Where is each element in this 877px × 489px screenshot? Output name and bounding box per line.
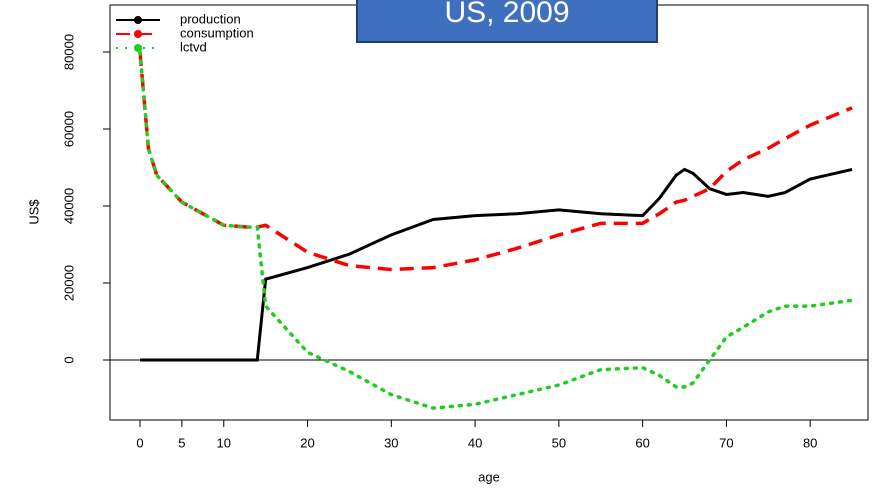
y-tick-label: 80000 xyxy=(61,34,76,70)
y-axis-label: US$ xyxy=(26,199,41,225)
x-tick-label: 80 xyxy=(803,435,817,450)
x-tick-label: 30 xyxy=(384,435,398,450)
legend-marker xyxy=(134,44,142,52)
x-tick-label: 0 xyxy=(136,435,143,450)
x-tick-label: 5 xyxy=(178,435,185,450)
plot-frame xyxy=(109,4,869,421)
x-tick-label: 70 xyxy=(719,435,733,450)
legend-label: consumption xyxy=(180,25,254,40)
y-tick-label: 0 xyxy=(61,356,76,363)
legend-marker xyxy=(134,16,142,24)
x-tick-label: 20 xyxy=(300,435,314,450)
x-tick-label: 50 xyxy=(552,435,566,450)
legend-marker xyxy=(134,30,142,38)
chart-title: US, 2009 xyxy=(444,0,569,29)
legend-label: production xyxy=(180,11,241,26)
x-tick-label: 10 xyxy=(217,435,231,450)
y-tick-label: 60000 xyxy=(61,111,76,147)
y-tick-label: 20000 xyxy=(61,265,76,301)
x-axis-label: age xyxy=(478,469,500,484)
series-line xyxy=(138,50,854,410)
legend-label: lctvd xyxy=(180,39,207,54)
series-line xyxy=(139,167,853,362)
y-tick-label: 40000 xyxy=(61,188,76,224)
x-tick-label: 60 xyxy=(635,435,649,450)
title-box xyxy=(356,0,658,43)
x-tick-label: 40 xyxy=(468,435,482,450)
series-line xyxy=(138,51,853,272)
